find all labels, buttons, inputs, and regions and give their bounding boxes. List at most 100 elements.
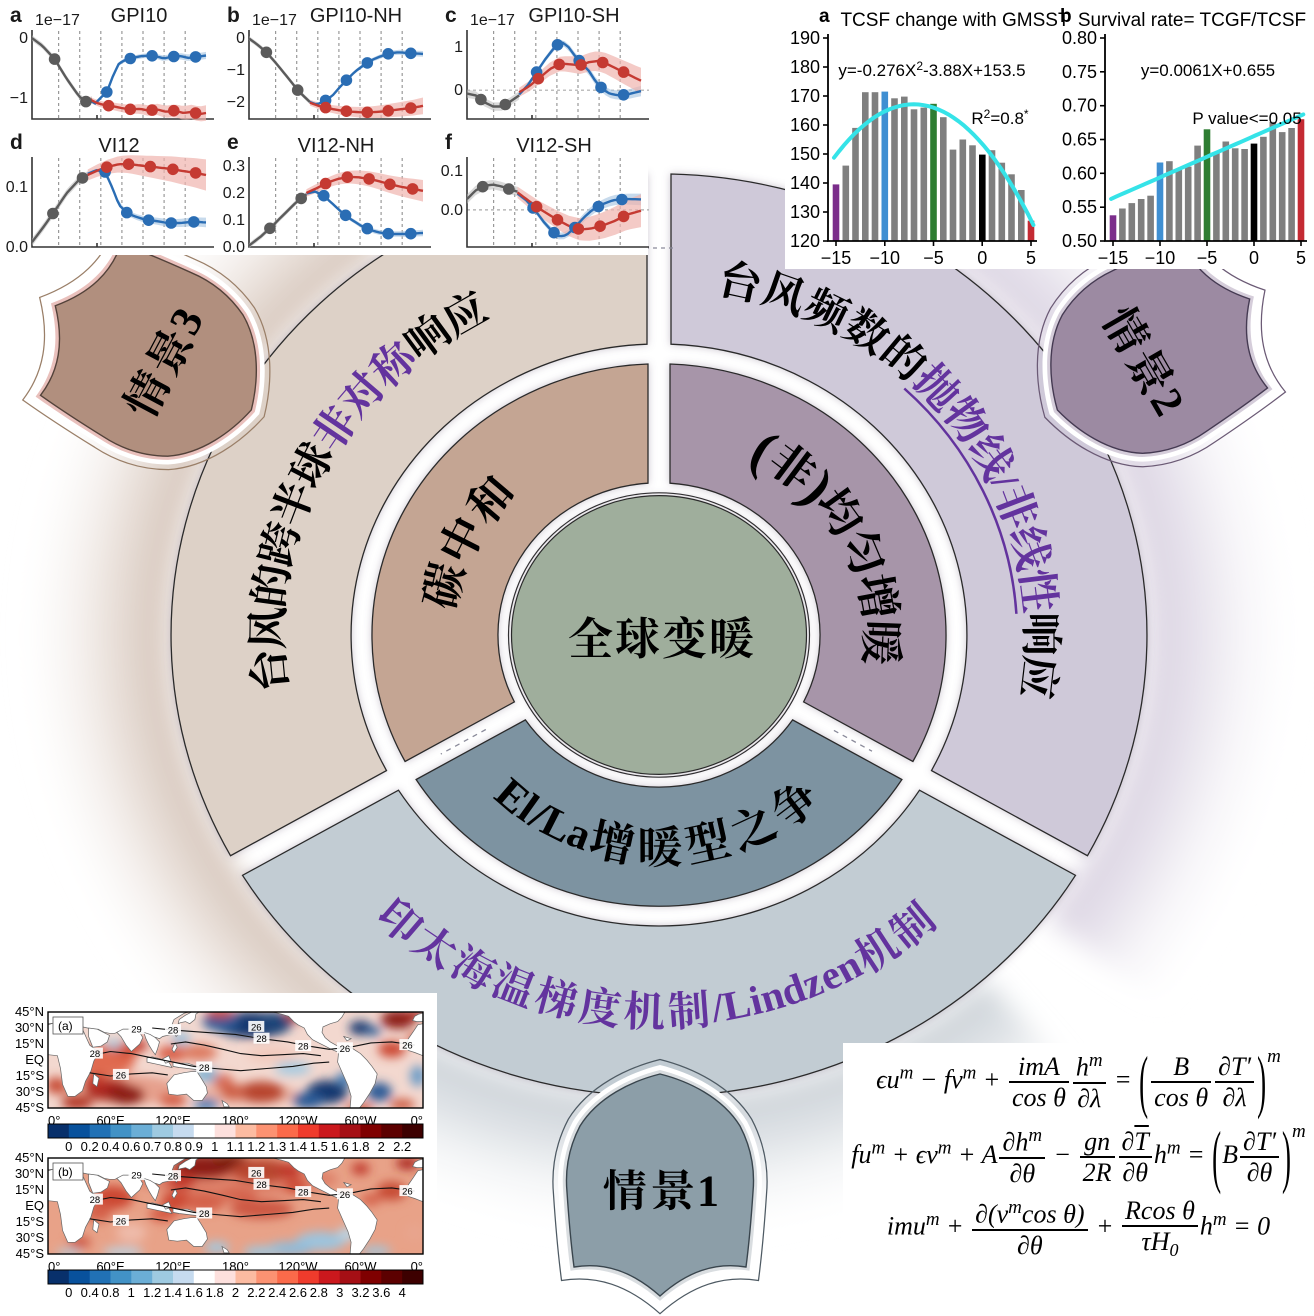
- svg-text:0.65: 0.65: [1062, 130, 1097, 150]
- svg-text:0.80: 0.80: [1062, 28, 1097, 48]
- svg-text:30°N: 30°N: [15, 1166, 44, 1181]
- svg-text:45°S: 45°S: [16, 1246, 45, 1261]
- svg-text:b: b: [227, 4, 240, 27]
- svg-text:28: 28: [168, 1172, 179, 1183]
- svg-text:28: 28: [298, 1188, 309, 1199]
- svg-text:0.50: 0.50: [1062, 231, 1097, 251]
- svg-text:0.8: 0.8: [164, 1139, 182, 1154]
- svg-text:160: 160: [790, 115, 820, 135]
- svg-text:GPI10-SH: GPI10-SH: [528, 5, 619, 27]
- svg-text:170: 170: [790, 86, 820, 106]
- svg-text:15°N: 15°N: [15, 1182, 44, 1197]
- svg-text:15°S: 15°S: [16, 1068, 45, 1083]
- svg-text:0.4: 0.4: [101, 1139, 119, 1154]
- svg-text:a: a: [10, 4, 22, 27]
- svg-text:−15: −15: [821, 248, 852, 268]
- svg-text:140: 140: [790, 173, 820, 193]
- svg-text:1: 1: [697, 1166, 719, 1215]
- svg-text:0: 0: [65, 1139, 72, 1154]
- svg-text:Survival rate= TCGF/TCSF: Survival rate= TCGF/TCSF: [1078, 10, 1306, 31]
- svg-text:y=0.0061X+0.655: y=0.0061X+0.655: [1141, 61, 1275, 80]
- svg-text:0.60: 0.60: [1062, 163, 1097, 183]
- svg-text:1.3: 1.3: [268, 1139, 286, 1154]
- svg-text:0.1: 0.1: [223, 212, 245, 229]
- svg-text:0: 0: [977, 248, 987, 268]
- svg-text:1e−17: 1e−17: [35, 12, 80, 29]
- svg-text:0.0: 0.0: [223, 239, 245, 256]
- svg-text:26: 26: [251, 1168, 262, 1179]
- svg-text:1.2: 1.2: [143, 1285, 161, 1300]
- svg-text:1.8: 1.8: [351, 1139, 369, 1154]
- svg-text:130: 130: [790, 202, 820, 222]
- svg-text:0.1: 0.1: [441, 163, 463, 180]
- svg-text:1: 1: [454, 39, 463, 56]
- svg-text:120: 120: [790, 231, 820, 251]
- svg-text:1.1: 1.1: [226, 1139, 244, 1154]
- svg-text:28: 28: [256, 1034, 267, 1045]
- svg-text:0.2: 0.2: [223, 185, 245, 202]
- svg-text:1.6: 1.6: [331, 1139, 349, 1154]
- svg-text:0: 0: [454, 82, 463, 99]
- svg-text:1e−17: 1e−17: [252, 12, 297, 29]
- svg-text:R2=0.8*: R2=0.8*: [971, 107, 1029, 128]
- svg-text:0: 0: [236, 30, 245, 47]
- svg-text:26: 26: [116, 1216, 127, 1227]
- svg-text:b: b: [1060, 6, 1072, 27]
- svg-text:0.0: 0.0: [441, 202, 463, 219]
- svg-text:29: 29: [131, 1171, 142, 1182]
- svg-text:1e−17: 1e−17: [470, 12, 515, 29]
- svg-text:2.4: 2.4: [268, 1285, 286, 1300]
- svg-text:30°N: 30°N: [15, 1020, 44, 1035]
- svg-text:26: 26: [402, 1187, 413, 1198]
- svg-text:(a): (a): [58, 1019, 73, 1033]
- svg-text:GPI10-NH: GPI10-NH: [310, 5, 402, 27]
- svg-text:3.2: 3.2: [351, 1285, 369, 1300]
- svg-text:(b): (b): [58, 1165, 73, 1179]
- svg-text:0.8: 0.8: [101, 1285, 119, 1300]
- svg-text:EQ: EQ: [25, 1052, 44, 1067]
- svg-text:d: d: [10, 131, 23, 154]
- svg-text:1.5: 1.5: [310, 1139, 328, 1154]
- svg-text:180: 180: [790, 57, 820, 77]
- svg-text:0.9: 0.9: [185, 1139, 203, 1154]
- svg-text:30°S: 30°S: [16, 1230, 45, 1245]
- svg-text:28: 28: [298, 1042, 309, 1053]
- svg-text:5: 5: [1026, 248, 1036, 268]
- svg-text:−10: −10: [870, 248, 901, 268]
- svg-text:26: 26: [340, 1190, 351, 1201]
- svg-text:P value<=0.05: P value<=0.05: [1192, 109, 1301, 128]
- svg-text:VI12: VI12: [98, 135, 139, 157]
- svg-text:VI12-NH: VI12-NH: [298, 135, 375, 157]
- svg-text:2: 2: [232, 1285, 239, 1300]
- svg-text:c: c: [445, 4, 457, 27]
- svg-text:0.4: 0.4: [81, 1285, 99, 1300]
- svg-text:26: 26: [251, 1022, 262, 1033]
- svg-text:0.3: 0.3: [223, 158, 245, 175]
- svg-text:1: 1: [128, 1285, 135, 1300]
- svg-text:26: 26: [402, 1041, 413, 1052]
- svg-text:−1: −1: [10, 90, 28, 107]
- svg-text:150: 150: [790, 144, 820, 164]
- svg-text:a: a: [819, 6, 830, 27]
- svg-text:0: 0: [19, 30, 28, 47]
- svg-text:0.6: 0.6: [122, 1139, 140, 1154]
- svg-text:1.4: 1.4: [289, 1139, 307, 1154]
- svg-text:45°N: 45°N: [15, 1004, 44, 1019]
- svg-text:1.4: 1.4: [164, 1285, 182, 1300]
- svg-text:15°N: 15°N: [15, 1036, 44, 1051]
- svg-text:1.2: 1.2: [247, 1139, 265, 1154]
- svg-text:15°S: 15°S: [16, 1214, 45, 1229]
- svg-text:5: 5: [1296, 248, 1306, 268]
- svg-text:190: 190: [790, 28, 820, 48]
- svg-text:1.8: 1.8: [206, 1285, 224, 1300]
- svg-text:45°N: 45°N: [15, 1150, 44, 1165]
- svg-text:28: 28: [199, 1209, 210, 1220]
- svg-text:2.6: 2.6: [289, 1285, 307, 1300]
- svg-text:1.6: 1.6: [185, 1285, 203, 1300]
- svg-text:0.7: 0.7: [143, 1139, 161, 1154]
- svg-text:0.1: 0.1: [6, 179, 28, 196]
- svg-text:3: 3: [336, 1285, 343, 1300]
- svg-text:TCSF change with GMSST: TCSF change with GMSST: [840, 10, 1070, 31]
- svg-text:45°S: 45°S: [16, 1100, 45, 1115]
- svg-text:2.8: 2.8: [310, 1285, 328, 1300]
